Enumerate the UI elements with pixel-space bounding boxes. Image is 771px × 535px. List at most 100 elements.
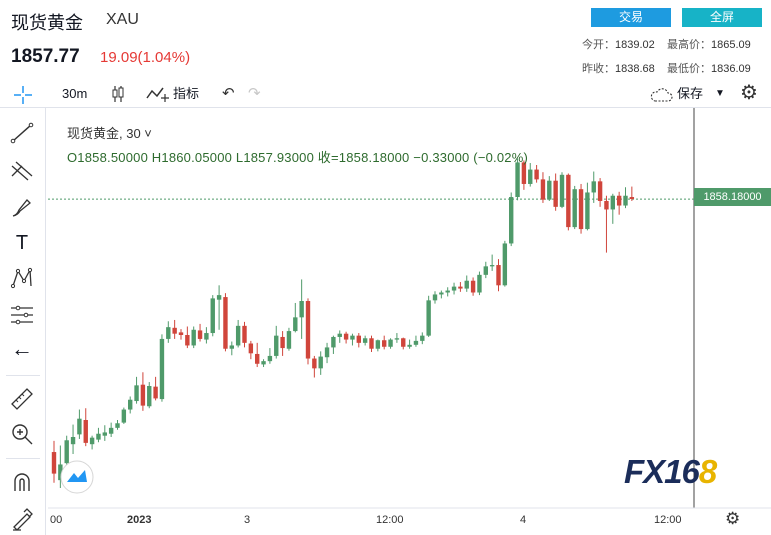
candle <box>451 282 457 295</box>
crosshair-icon[interactable] <box>12 86 34 104</box>
legend-interval[interactable]: 30 ˅ <box>126 126 152 141</box>
candle <box>159 334 165 402</box>
candle-body <box>458 286 463 289</box>
candle <box>331 335 336 354</box>
candle-body <box>267 355 273 362</box>
magnet-icon[interactable] <box>10 471 34 495</box>
chevron-down-icon[interactable]: ▼ <box>715 88 725 99</box>
candle <box>458 282 463 292</box>
candle <box>382 335 387 350</box>
candle-body <box>604 200 609 210</box>
candle-body <box>318 356 323 369</box>
candle-body <box>629 197 635 199</box>
candle <box>388 338 393 349</box>
candle-body <box>312 358 317 369</box>
candle <box>629 186 635 201</box>
arrow-left-icon[interactable]: ← <box>11 336 33 361</box>
quote-high-value: 1865.09 <box>711 39 751 51</box>
pattern-icon[interactable] <box>10 266 34 290</box>
gear-icon[interactable]: ⚙ <box>740 82 758 104</box>
toolbar-divider <box>6 458 40 459</box>
watermark-accent: 8 <box>698 453 717 490</box>
indicators-icon[interactable] <box>146 85 170 103</box>
measure-lines-icon[interactable] <box>10 303 34 327</box>
candle <box>223 293 228 352</box>
candle <box>121 407 127 424</box>
x-tick-label: 12:00 <box>376 514 404 526</box>
candle-body <box>610 195 615 210</box>
candle <box>172 319 177 339</box>
quote-open: 今开：1839.02 <box>582 36 655 52</box>
interval-selector[interactable]: 30m <box>62 86 88 101</box>
candle <box>235 319 241 348</box>
candle-body <box>578 189 584 230</box>
axis-settings-gear-icon[interactable]: ⚙ <box>725 509 741 528</box>
candle-body <box>515 162 520 198</box>
candle <box>267 348 273 364</box>
candle-body <box>343 333 349 340</box>
brush-icon[interactable] <box>10 196 34 220</box>
chart-toolbar: 30m 指标 ↶ ↷ 保存 ▼ ⚙ <box>0 80 771 108</box>
tradingview-logo-icon[interactable] <box>60 460 94 494</box>
candle <box>96 427 101 443</box>
candle <box>559 172 565 209</box>
fullscreen-button[interactable]: 全屏 <box>682 8 762 27</box>
candle-body <box>159 338 165 400</box>
last-price: 1857.77 <box>11 46 80 67</box>
candle-body <box>331 336 336 348</box>
candle <box>337 330 342 343</box>
trade-button[interactable]: 交易 <box>591 8 671 27</box>
trend-line-icon[interactable] <box>10 121 34 145</box>
candle-body <box>623 195 628 206</box>
candle <box>242 321 247 348</box>
ruler-icon[interactable] <box>10 387 34 411</box>
zoom-in-icon[interactable] <box>10 422 34 446</box>
candle-body <box>108 427 114 434</box>
candle-body <box>426 300 431 336</box>
candlestick-chart[interactable] <box>48 108 771 535</box>
candle <box>108 422 114 437</box>
candle-body <box>299 301 304 318</box>
candle-body <box>439 292 444 295</box>
candle-body <box>58 464 63 481</box>
candle-body <box>235 325 241 346</box>
instrument-symbol: XAU <box>106 11 139 28</box>
candle <box>483 261 488 279</box>
candle-body <box>115 423 120 428</box>
candle-body <box>375 340 381 349</box>
candle-body <box>597 181 603 201</box>
redo-icon[interactable]: ↷ <box>248 85 261 102</box>
candle-body <box>464 280 469 289</box>
undo-icon[interactable]: ↶ <box>222 85 235 102</box>
candle <box>585 182 590 231</box>
candle <box>134 376 139 404</box>
legend-instrument: 现货黄金, <box>67 126 127 141</box>
candle-body <box>140 384 146 406</box>
lock-drawing-icon[interactable] <box>10 507 34 531</box>
text-tool-icon[interactable]: T <box>15 232 29 254</box>
save-button[interactable]: 保存 <box>677 86 704 101</box>
cloud-icon[interactable] <box>649 87 673 103</box>
candle <box>83 408 88 447</box>
candle <box>58 445 63 488</box>
candle <box>534 165 539 183</box>
candle-body <box>451 286 457 291</box>
candle <box>572 185 577 230</box>
instrument-name: 现货黄金 <box>11 13 83 33</box>
watermark-text: FX16 <box>624 453 700 490</box>
candle-body <box>382 340 387 347</box>
candle <box>604 195 609 253</box>
candle-body <box>70 437 76 445</box>
candle <box>496 259 501 292</box>
candle-body <box>413 340 419 345</box>
candle-body <box>77 418 82 435</box>
indicators-button[interactable]: 指标 <box>173 86 200 101</box>
quote-prevclose: 昨收：1838.68 <box>582 60 655 76</box>
candle <box>616 191 622 215</box>
fib-lines-icon[interactable] <box>10 158 34 182</box>
candles-icon[interactable] <box>111 85 125 103</box>
quote-header: 现货黄金 XAU 1857.77 19.09(1.04%) 交易 全屏 今开：1… <box>0 0 771 78</box>
candle-body <box>248 343 254 354</box>
candle <box>140 372 146 411</box>
